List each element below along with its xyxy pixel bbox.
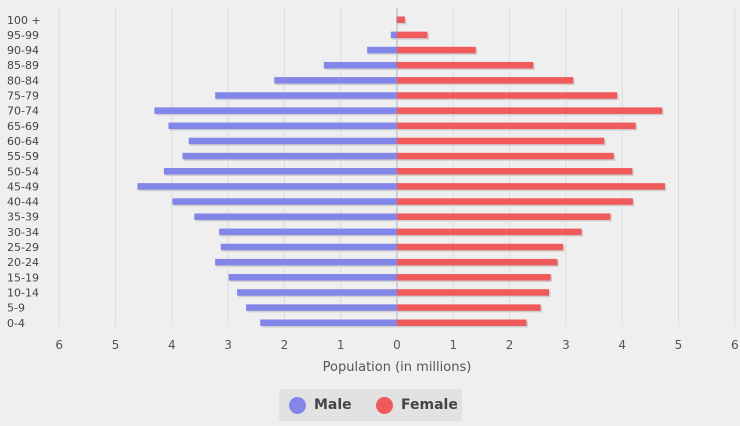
bar-male[interactable] [274, 77, 397, 84]
age-group-label: 30-34 [7, 226, 39, 239]
x-tick-label: 1 [449, 338, 457, 352]
bar-male[interactable] [215, 92, 397, 99]
x-tick-label: 3 [224, 338, 232, 352]
bar-male[interactable] [163, 168, 397, 175]
bar-female[interactable] [397, 304, 541, 311]
age-group-label: 50-54 [7, 165, 39, 178]
bar-female[interactable] [397, 289, 550, 296]
age-group-label: 65-69 [7, 120, 39, 133]
bar-male[interactable] [194, 213, 397, 220]
age-group-label: 15-19 [7, 271, 39, 284]
bar-female[interactable] [397, 31, 428, 39]
bar-male[interactable] [215, 258, 397, 266]
age-group-label: 35-39 [7, 211, 39, 224]
bar-male[interactable] [219, 228, 397, 236]
bar-male[interactable] [182, 152, 397, 160]
bar-male[interactable] [220, 243, 397, 251]
age-group-label: 45-49 [7, 180, 39, 193]
bar-female[interactable] [397, 228, 582, 236]
x-tick-label: 4 [168, 338, 176, 352]
age-group-label: 0-4 [7, 317, 25, 330]
age-group-label: 20-24 [7, 256, 39, 269]
age-group-label: 10-14 [7, 286, 39, 299]
x-tick-label: 1 [337, 338, 345, 352]
bar-female[interactable] [397, 274, 551, 281]
age-group-label: 90-94 [7, 44, 39, 57]
legend-label-female: Female [401, 397, 458, 413]
age-group-label: 100 + [7, 14, 41, 27]
x-tick-label: 3 [562, 338, 570, 352]
x-tick-label: 6 [55, 338, 63, 352]
x-axis-title: Population (in millions) [323, 360, 472, 375]
bar-female[interactable] [397, 152, 614, 160]
bar-female[interactable] [397, 243, 564, 251]
x-tick-label: 6 [731, 338, 739, 352]
bar-female[interactable] [397, 137, 605, 145]
bar-female[interactable] [397, 168, 633, 175]
bar-male[interactable] [168, 122, 397, 130]
bar-male[interactable] [228, 274, 397, 281]
bar-female[interactable] [397, 183, 665, 190]
legend-marker-female [376, 396, 393, 414]
age-group-label: 85-89 [7, 59, 39, 72]
bar-female[interactable] [397, 16, 405, 24]
age-group-label: 95-99 [7, 29, 39, 42]
age-group-label: 60-64 [7, 135, 39, 148]
bar-male[interactable] [188, 137, 397, 145]
legend-marker-male [289, 396, 306, 414]
age-group-label: 75-79 [7, 90, 39, 103]
age-group-label: 5-9 [7, 302, 25, 315]
bar-male[interactable] [137, 183, 397, 190]
bar-female[interactable] [397, 107, 663, 114]
bar-female[interactable] [397, 319, 527, 327]
x-tick-label: 5 [112, 338, 120, 352]
x-tick-label: 5 [675, 338, 683, 352]
bar-female[interactable] [397, 198, 633, 205]
bar-male[interactable] [260, 319, 397, 327]
bar-male[interactable] [154, 107, 397, 114]
legend-item-male[interactable]: Male [289, 389, 352, 421]
bar-female[interactable] [397, 92, 618, 99]
x-tick-label: 2 [281, 338, 289, 352]
bar-male[interactable] [172, 198, 397, 205]
age-group-label: 25-29 [7, 241, 39, 254]
age-group-label: 70-74 [7, 105, 39, 118]
x-tick-label: 4 [618, 338, 626, 352]
bar-female[interactable] [397, 213, 611, 220]
x-tick-label: 0 [393, 338, 401, 352]
legend-item-female[interactable]: Female [376, 389, 458, 421]
age-group-label: 40-44 [7, 196, 39, 209]
x-tick-label: 2 [506, 338, 514, 352]
legend-label-male: Male [314, 397, 352, 413]
legend: Male Female [279, 389, 462, 421]
bar-male[interactable] [396, 16, 397, 24]
age-group-label: 80-84 [7, 74, 39, 87]
bar-male[interactable] [323, 61, 397, 69]
bar-male[interactable] [390, 31, 397, 39]
bar-female[interactable] [397, 61, 534, 69]
bar-male[interactable] [237, 289, 397, 296]
bar-male[interactable] [367, 46, 397, 54]
bar-female[interactable] [397, 122, 636, 130]
bar-female[interactable] [397, 77, 574, 84]
bar-male[interactable] [246, 304, 397, 311]
age-group-label: 55-59 [7, 150, 39, 163]
bar-female[interactable] [397, 46, 476, 54]
bar-female[interactable] [397, 258, 558, 266]
